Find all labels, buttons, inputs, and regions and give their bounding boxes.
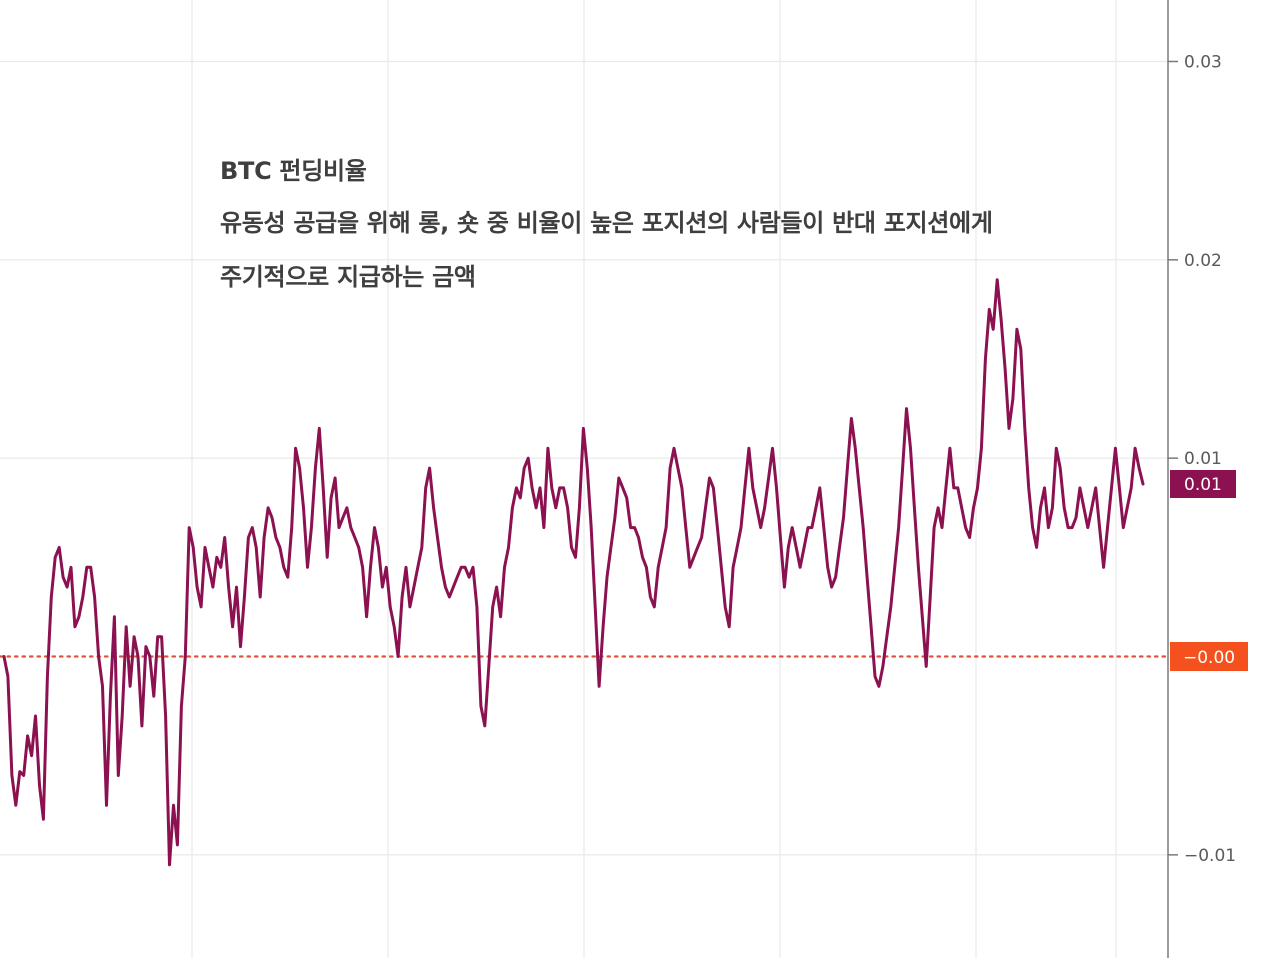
last-value-badge-box <box>1170 470 1236 498</box>
zero-value-label: −0.00 <box>1183 648 1235 668</box>
annotation-line-2: 주기적으로 지급하는 금액 <box>220 263 476 291</box>
y-tick-label: −0.01 <box>1184 846 1236 866</box>
y-axis: 0.03 0.02 0.01 −0.01 <box>1168 52 1236 866</box>
zero-value-badge: −0.00 <box>1170 642 1248 671</box>
horizontal-gridlines <box>0 60 1168 856</box>
y-tick-label: 0.01 <box>1184 449 1222 469</box>
y-tick-label: 0.03 <box>1184 52 1222 72</box>
last-value-label: 0.01 <box>1184 475 1222 495</box>
chart-title: BTC 펀딩비율 <box>220 157 367 185</box>
series-layer <box>2 278 1145 867</box>
annotation-line-1: 유동성 공급을 위해 롱, 숏 중 비율이 높은 포지션의 사람들이 반대 포지… <box>220 209 993 237</box>
vertical-gridlines <box>191 0 1117 958</box>
y-tick-label: 0.02 <box>1184 251 1222 271</box>
zero-value-badge-box <box>1170 642 1248 671</box>
funding-rate-series-line <box>2 278 1145 867</box>
last-value-badge: 0.01 <box>1170 470 1236 498</box>
